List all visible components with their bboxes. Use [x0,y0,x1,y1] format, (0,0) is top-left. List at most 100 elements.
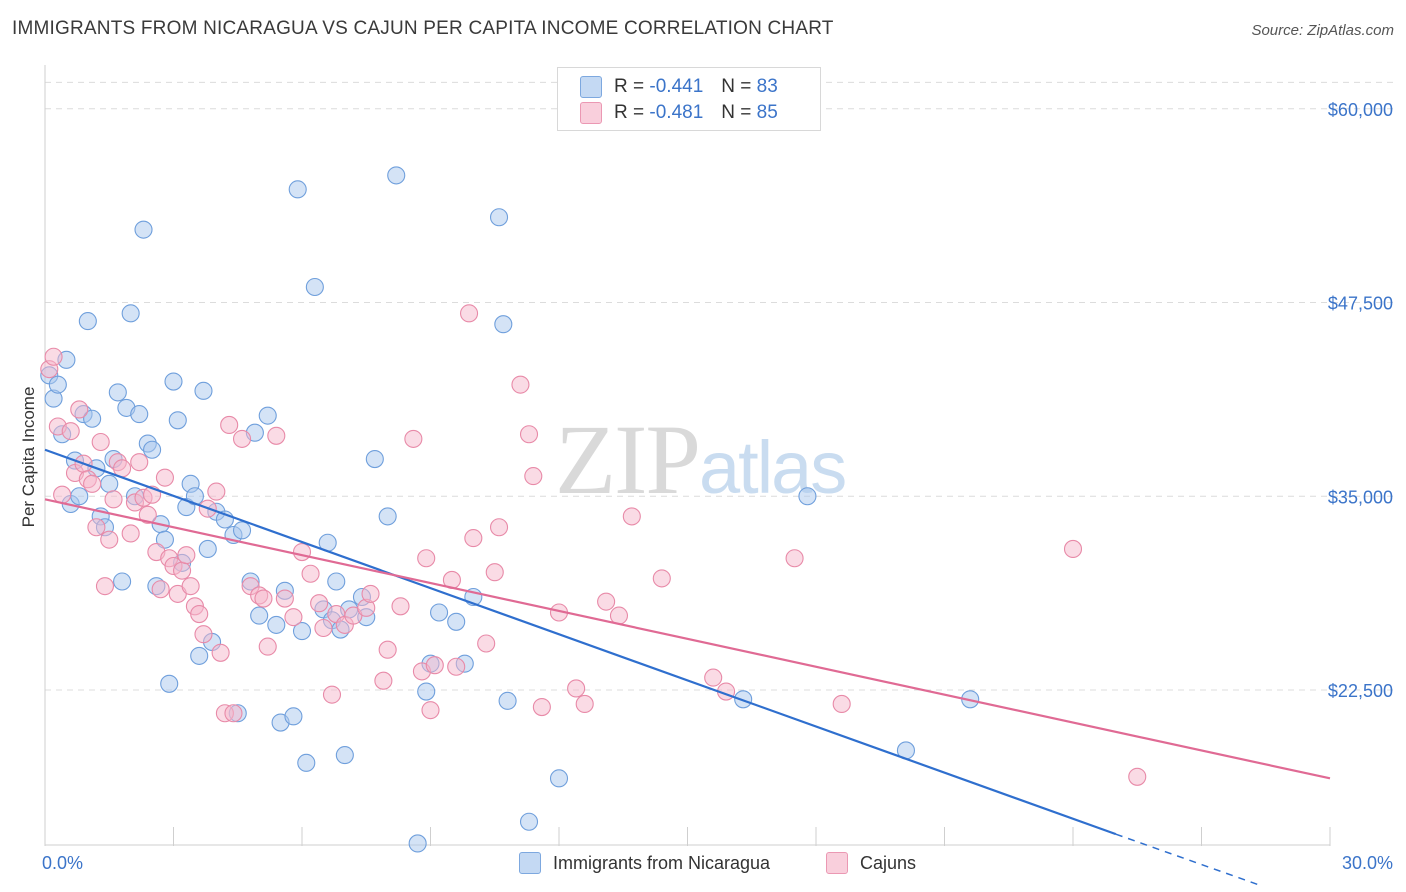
series-legend-cajuns: Cajuns [826,852,916,874]
series-legend-label: Cajuns [860,852,917,873]
cajun-point [151,580,170,599]
cajun-point [254,589,273,608]
nicaragua-point [327,572,346,591]
legend-r-value: -0.441 [649,76,704,97]
nicaragua-point [100,474,119,493]
legend-swatch-blue [580,76,602,98]
cajun-point [361,584,380,603]
nicaragua-point [408,834,427,853]
nicaragua-point [267,615,286,634]
cajun-point [597,592,616,611]
chart-title: IMMIGRANTS FROM NICARAGUA VS CAJUN PER C… [12,18,834,39]
legend-r-label: R = [614,102,645,123]
x-tick-label: 30.0% [1342,853,1393,873]
cajun-point [322,685,342,704]
cajun-point [87,518,106,537]
cajun-point [489,518,509,537]
cajun-point [421,701,440,720]
cajun-point [511,375,530,394]
cajun-point [138,505,157,524]
cajun-point [314,618,333,638]
legend-row-nicaragua: R = -0.441 N = 83 [580,74,778,100]
legend-r-value: -0.481 [649,102,704,123]
series-swatch-pink [826,852,848,874]
nicaragua-point [335,746,354,765]
cajun-point [207,482,226,501]
nicaragua-point [519,812,539,831]
nicaragua-point [121,304,140,323]
legend-r-label: R = [614,76,645,97]
nicaragua-point [288,180,307,199]
cajun-trendline [44,498,1331,780]
legend-swatch-pink [580,102,602,124]
legend-row-cajuns: R = -0.481 N = 85 [580,100,778,126]
cajun-point [181,577,200,596]
cajun-point [575,694,594,714]
cajun-point [785,549,804,568]
series-swatch-blue [519,852,541,874]
source-credit: Source: ZipAtlas.com [1251,22,1394,39]
nicaragua-point [143,440,162,459]
nicaragua-point [190,646,209,665]
nicaragua-point [164,372,183,391]
nicaragua-point [489,208,509,227]
nicaragua-point [284,707,303,726]
nicaragua-point [365,449,384,469]
cajun-point [485,563,504,582]
cajun-point [70,400,89,419]
cajun-point [177,546,196,565]
y-tick-label: $22,500 [1328,681,1393,701]
cajun-point [1063,539,1083,559]
cajun-point [220,415,239,435]
series-legend-label: Immigrants from Nicaragua [553,852,771,873]
nicaragua-point [494,315,513,334]
nicaragua-point [250,606,269,625]
cajun-point [232,429,252,448]
nicaragua-point [430,603,449,622]
cajun-point [284,608,303,627]
legend-n-label: N = [721,76,752,97]
cajun-point [374,671,393,690]
nicaragua-point [48,375,67,394]
cajun-point [464,529,483,548]
series-legend: Immigrants from Nicaragua Cajuns [0,852,1406,878]
cajun-point [95,577,115,596]
cajun-point [258,637,277,656]
legend-n-value: 85 [756,102,778,123]
nicaragua-point [168,411,187,430]
legend-n-value: 83 [756,76,778,97]
cajun-point [104,490,123,509]
cajun-point [100,530,119,549]
nicaragua-point [113,572,132,591]
cajun-point [301,564,320,583]
nicaragua-point [292,622,312,641]
cajun-point [1128,767,1147,786]
nicaragua-point [108,383,127,402]
nicaragua-point [447,612,466,631]
nicaragua-point [232,521,252,540]
nicaragua-point [549,769,569,788]
x-tick-label: 0.0% [42,853,83,873]
nicaragua-point [70,487,89,506]
nicaragua-point [387,166,406,185]
nicaragua-point [297,753,316,772]
cajun-point [459,304,479,323]
cajun-point [524,467,543,486]
cajun-point [477,634,496,653]
nicaragua-point [417,682,436,701]
nicaragua-point [130,405,149,424]
cajun-point [417,549,436,568]
nicaragua-point [83,409,102,428]
nicaragua-point [134,220,153,239]
cajun-point [155,468,174,487]
cajun-point [173,561,192,580]
nicaragua-point [78,312,97,331]
cajun-point [425,656,444,675]
watermark-atlas: atlas [699,426,847,509]
cajun-point [704,668,723,687]
y-axis-title: Per Capita Income [19,387,38,528]
cajun-point [310,594,329,613]
cajun-point [61,422,80,441]
cajun-point [447,657,466,676]
cajun-point [53,485,72,504]
